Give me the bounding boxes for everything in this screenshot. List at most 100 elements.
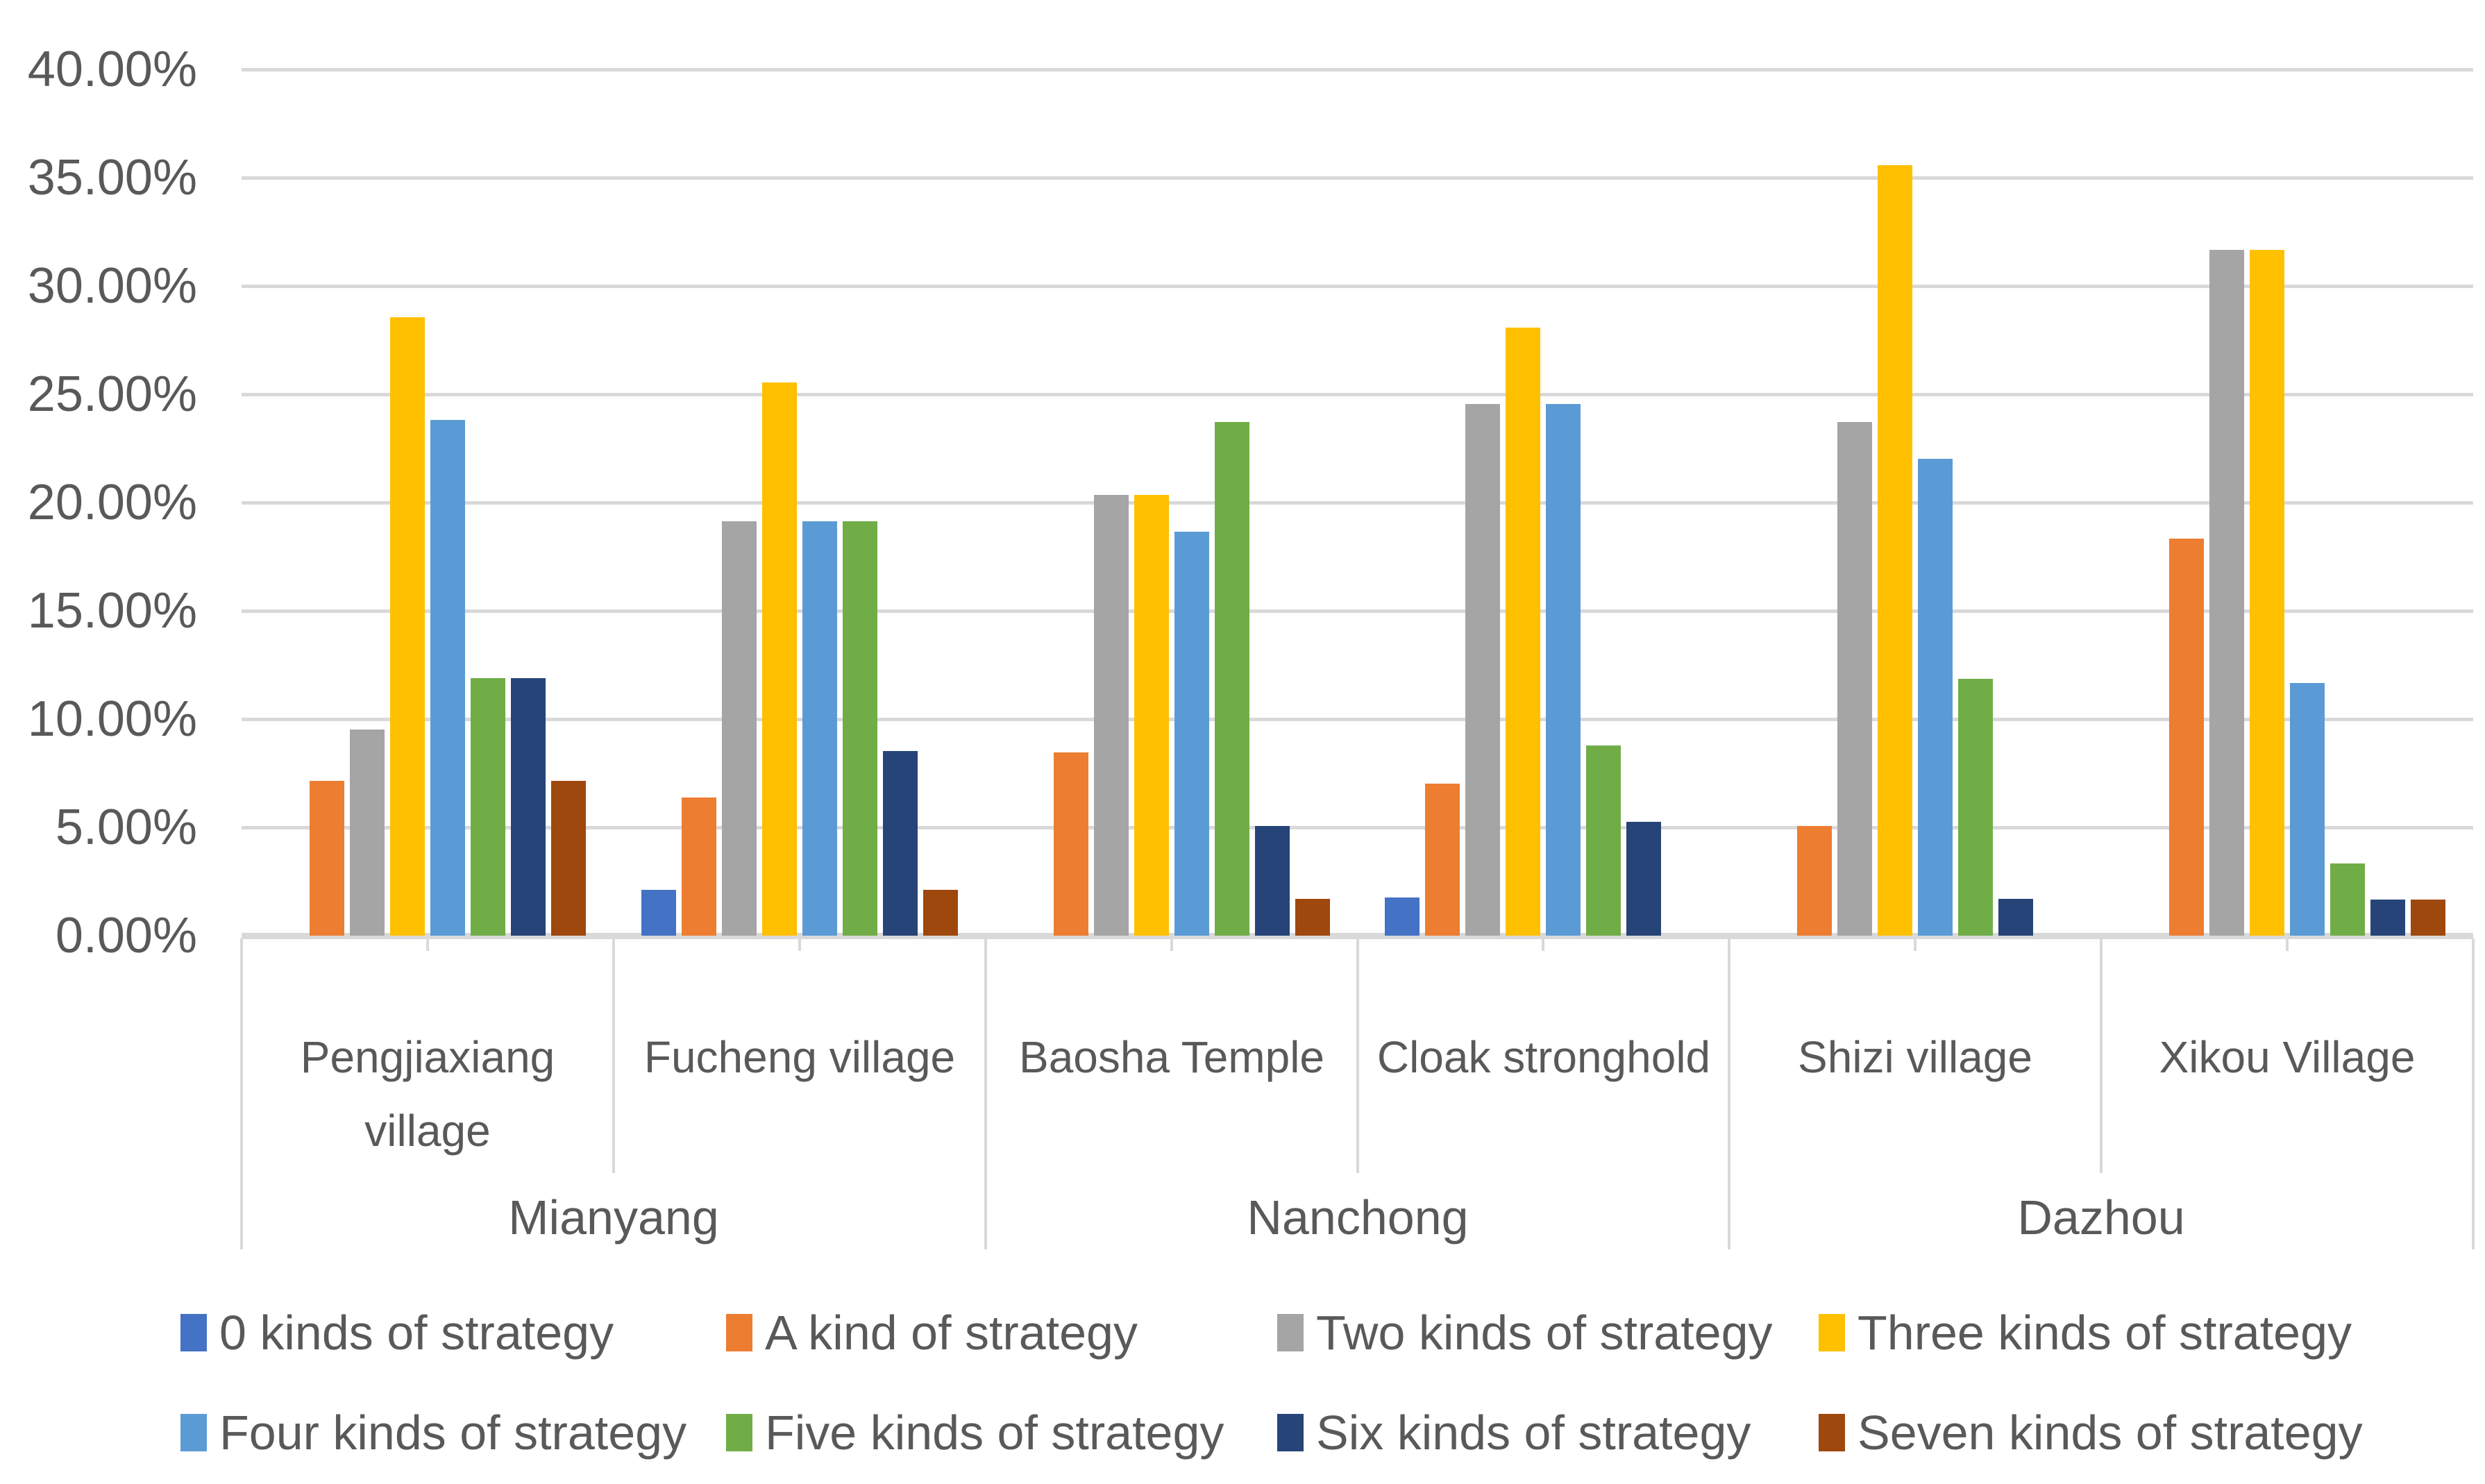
category-label: Shizi village [1798,1032,2032,1082]
bar [310,781,344,936]
legend-swatch [726,1314,752,1351]
bar [1506,328,1540,936]
bar [1054,752,1088,936]
gridline [242,718,2473,721]
bar [1385,897,1420,936]
y-tick-label: 15.00% [27,583,197,639]
gridline [242,609,2473,613]
bar [802,521,837,936]
city-group-label: Nanchong [1247,1190,1469,1245]
bar [843,521,877,936]
legend-item: A kind of strategy [726,1304,1138,1362]
legend-item: 0 kinds of strategy [180,1304,614,1362]
y-tick-label: 30.00% [27,258,197,314]
bar [2370,900,2405,936]
bar [923,890,958,936]
legend-swatch [1277,1414,1304,1451]
legend-label: 0 kinds of strategy [219,1306,614,1360]
category-label: Xikou Village [2159,1032,2416,1082]
category-tick [2286,938,2289,951]
legend-item: Four kinds of strategy [180,1403,686,1462]
legend-item: Five kinds of strategy [726,1403,1224,1462]
y-tick-label: 10.00% [27,691,197,747]
gridline [242,501,2473,505]
bar [430,420,465,936]
legend-label: Three kinds of strategy [1858,1306,2352,1360]
legend-item: Six kinds of strategy [1277,1403,1751,1462]
y-tick-label: 0.00% [55,908,197,963]
legend-label: Seven kinds of strategy [1858,1406,2363,1460]
legend-swatch [180,1414,207,1451]
city-group-label: Dazhou [2017,1190,2185,1245]
bar [2250,250,2284,936]
bar [471,678,505,936]
legend-swatch [1819,1414,1845,1451]
bar [1094,495,1129,936]
category-label: Cloak stronghold [1376,1032,1711,1082]
gridline [242,826,2473,829]
y-tick-label: 35.00% [27,150,197,205]
bar [2209,250,2244,936]
bar [1255,826,1290,936]
bar [551,781,586,936]
bar [1626,822,1661,936]
bar [641,890,676,936]
category-tick [1170,938,1173,951]
bar [1797,826,1832,936]
legend-swatch [1277,1314,1304,1351]
bar [1134,495,1169,936]
bar [2330,863,2365,936]
city-divider [2472,938,2475,1249]
bar [1918,459,1953,936]
legend-label: A kind of strategy [765,1306,1138,1360]
gridline [242,176,2473,180]
category-tick [1914,938,1917,951]
legend-item: Seven kinds of strategy [1819,1403,2363,1462]
bar [1998,899,2033,936]
legend-swatch [180,1314,207,1351]
bar [1586,745,1621,936]
bar [2290,683,2325,936]
village-divider [2100,938,2103,1173]
bar [722,521,757,936]
category-label: Baosha Temple [1019,1032,1324,1082]
bar [1837,422,1872,936]
bar [1215,422,1249,936]
city-divider [240,938,243,1249]
gridline [242,68,2473,71]
legend-label: Five kinds of strategy [765,1406,1224,1460]
bar [511,678,546,936]
city-divider [1728,938,1730,1249]
category-tick [798,938,801,951]
bar [762,382,797,936]
bar [1465,404,1500,936]
bar [883,751,918,936]
bar [1174,532,1209,936]
legend-label: Six kinds of strategy [1316,1406,1751,1460]
bar [350,730,385,936]
legend-item: Two kinds of strategy [1277,1304,1773,1362]
legend-item: Three kinds of strategy [1819,1304,2352,1362]
bar [1878,165,1912,936]
y-tick-label: 40.00% [27,42,197,97]
village-divider [1356,938,1359,1173]
bar [1546,404,1581,936]
bar [2169,539,2204,936]
bar [1295,899,1330,936]
bar [1958,679,1993,936]
legend-label: Two kinds of strategy [1316,1306,1773,1360]
village-divider [612,938,615,1173]
city-divider [984,938,987,1249]
x-axis-line [242,933,2473,939]
gridline [242,393,2473,396]
category-tick [426,938,429,951]
gridline [242,285,2473,288]
category-tick [1542,938,1544,951]
bar [682,798,716,936]
y-tick-label: 5.00% [55,800,197,855]
category-label: Fucheng village [643,1032,956,1082]
y-tick-label: 25.00% [27,366,197,422]
legend-swatch [726,1414,752,1451]
legend-label: Four kinds of strategy [219,1406,687,1460]
